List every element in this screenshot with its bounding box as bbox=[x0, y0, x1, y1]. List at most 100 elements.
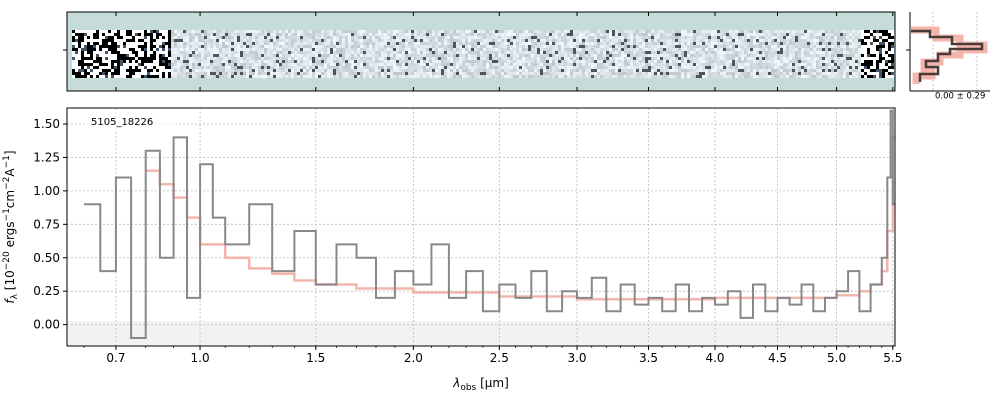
spectrum-pixel bbox=[855, 36, 858, 39]
spectrum-pixel bbox=[648, 39, 651, 42]
spectrum-pixel bbox=[762, 42, 765, 45]
spectrum-pixel bbox=[225, 33, 228, 36]
spectrum-pixel bbox=[891, 63, 894, 66]
spectrum-pixel bbox=[393, 42, 396, 45]
spectrum-pixel bbox=[789, 48, 792, 51]
spectrum-pixel bbox=[840, 54, 843, 57]
spectrum-pixel bbox=[453, 36, 456, 39]
spectrum-pixel bbox=[612, 75, 615, 78]
spectrum-pixel bbox=[648, 75, 651, 78]
spectrum-pixel bbox=[852, 72, 855, 75]
spectrum-pixel bbox=[330, 33, 333, 36]
spectrum-pixel bbox=[591, 75, 594, 78]
spectrum-pixel bbox=[408, 42, 411, 45]
spectrum-pixel bbox=[873, 48, 876, 51]
spectrum-pixel bbox=[615, 72, 618, 75]
spectrum-pixel bbox=[543, 57, 546, 60]
spectrum-pixel bbox=[504, 36, 507, 39]
spectrum-pixel bbox=[870, 57, 873, 60]
spectrum-pixel bbox=[183, 51, 186, 54]
spectrum-pixel bbox=[603, 60, 606, 63]
spectrum-pixel bbox=[258, 72, 261, 75]
spectrum-pixel bbox=[288, 51, 291, 54]
spectrum-pixel bbox=[768, 39, 771, 42]
spectrum-pixel bbox=[483, 51, 486, 54]
spectrum-pixel bbox=[678, 48, 681, 51]
spectrum-pixel bbox=[561, 30, 564, 33]
spectrum-pixel bbox=[333, 60, 336, 63]
spectrum-pixel bbox=[408, 45, 411, 48]
spectrum-pixel bbox=[117, 57, 120, 60]
spectrum-pixel bbox=[858, 63, 861, 66]
spectrum-pixel bbox=[105, 72, 108, 75]
spectrum-pixel bbox=[678, 39, 681, 42]
spectrum-pixel bbox=[168, 33, 171, 36]
spectrum-pixel bbox=[180, 33, 183, 36]
spectrum-pixel bbox=[186, 57, 189, 60]
spectrum-pixel bbox=[420, 30, 423, 33]
spectrum-pixel bbox=[687, 39, 690, 42]
spectrum-pixel bbox=[312, 72, 315, 75]
spectrum-pixel bbox=[381, 33, 384, 36]
spectrum-pixel bbox=[789, 72, 792, 75]
spectrum-pixel bbox=[747, 33, 750, 36]
spectrum-pixel bbox=[879, 63, 882, 66]
spectrum-pixel bbox=[843, 48, 846, 51]
spectrum-pixel bbox=[408, 69, 411, 72]
spectrum-pixel bbox=[402, 33, 405, 36]
spectrum-pixel bbox=[861, 45, 864, 48]
spectrum-pixel bbox=[837, 69, 840, 72]
spectrum-pixel bbox=[729, 39, 732, 42]
spectrum-pixel bbox=[639, 69, 642, 72]
spectrum-pixel bbox=[459, 60, 462, 63]
spectrum-pixel bbox=[360, 54, 363, 57]
spectrum-pixel bbox=[873, 45, 876, 48]
spectrum-pixel bbox=[345, 33, 348, 36]
spectrum-pixel bbox=[840, 75, 843, 78]
spectrum-pixel bbox=[594, 60, 597, 63]
spectrum-pixel bbox=[588, 30, 591, 33]
spectrum-pixel bbox=[351, 54, 354, 57]
spectrum-pixel bbox=[765, 60, 768, 63]
spectrum-pixel bbox=[261, 72, 264, 75]
spectrum-pixel bbox=[750, 60, 753, 63]
spectrum-pixel bbox=[327, 36, 330, 39]
spectrum-pixel bbox=[198, 66, 201, 69]
spectrum-pixel bbox=[84, 72, 87, 75]
spectrum-pixel bbox=[444, 30, 447, 33]
spectrum-pixel bbox=[546, 66, 549, 69]
spectrum-pixel bbox=[789, 60, 792, 63]
spectrum-pixel bbox=[786, 51, 789, 54]
spectrum-pixel bbox=[150, 33, 153, 36]
spectrum-pixel bbox=[759, 42, 762, 45]
spectrum-pixel bbox=[72, 33, 75, 36]
spectrum-pixel bbox=[492, 66, 495, 69]
spectrum-pixel bbox=[279, 45, 282, 48]
spectrum-pixel bbox=[195, 39, 198, 42]
spectrum-pixel bbox=[126, 42, 129, 45]
spectrum-pixel bbox=[372, 36, 375, 39]
spectrum-pixel bbox=[135, 33, 138, 36]
spectrum-pixel bbox=[513, 39, 516, 42]
spectrum-pixel bbox=[291, 66, 294, 69]
spectrum-pixel bbox=[198, 45, 201, 48]
spectrum-pixel bbox=[546, 69, 549, 72]
spectrum-pixel bbox=[693, 36, 696, 39]
spectrum-pixel bbox=[252, 66, 255, 69]
spectrum-pixel bbox=[309, 75, 312, 78]
spectrum-pixel bbox=[336, 63, 339, 66]
spectrum-pixel bbox=[84, 51, 87, 54]
spectrum-pixel bbox=[504, 39, 507, 42]
spectrum-pixel bbox=[456, 30, 459, 33]
spectrum-pixel bbox=[309, 48, 312, 51]
spectrum-pixel bbox=[117, 30, 120, 33]
spectrum-pixel bbox=[150, 30, 153, 33]
spectrum-pixel bbox=[876, 51, 879, 54]
spectrum-pixel bbox=[867, 48, 870, 51]
spectrum-pixel bbox=[84, 39, 87, 42]
spectrum-pixel bbox=[864, 75, 867, 78]
spectrum-pixel bbox=[459, 36, 462, 39]
spectrum-pixel bbox=[96, 69, 99, 72]
spectrum-pixel bbox=[804, 63, 807, 66]
spectrum-pixel bbox=[72, 60, 75, 63]
